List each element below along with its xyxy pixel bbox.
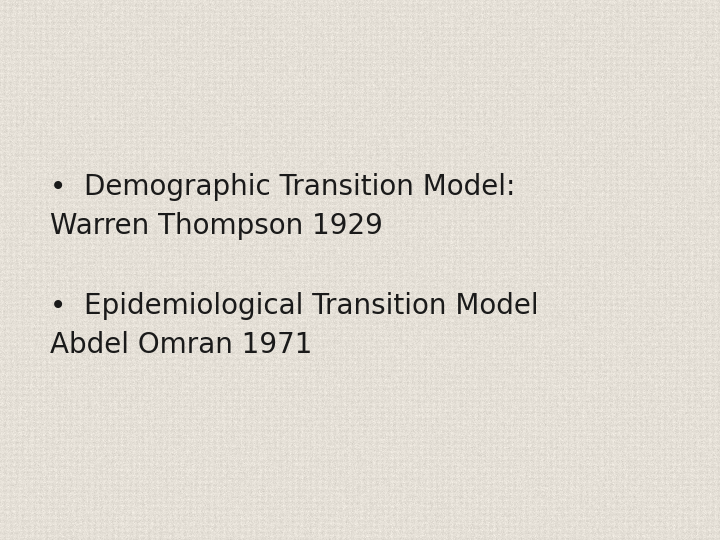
Text: •  Epidemiological Transition Model
Abdel Omran 1971: • Epidemiological Transition Model Abdel… [50, 292, 539, 359]
Text: •  Demographic Transition Model:
Warren Thompson 1929: • Demographic Transition Model: Warren T… [50, 173, 516, 240]
